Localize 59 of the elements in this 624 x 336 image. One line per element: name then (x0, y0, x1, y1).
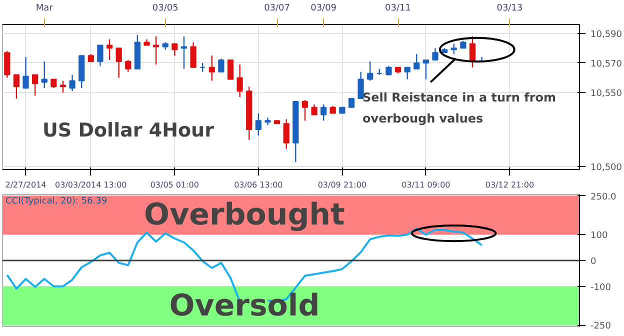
candlestick (116, 48, 122, 78)
y-tick-label: 10,550 (590, 89, 622, 100)
candlestick (208, 54, 215, 82)
y-tick-label: 250.0 (590, 192, 617, 202)
candlestick (422, 59, 430, 80)
y-tick-label: -100 (590, 282, 612, 293)
candlestick (302, 99, 308, 122)
candlestick (69, 74, 76, 92)
annotation: US Dollar 4Hour (42, 120, 215, 142)
text: 03/07 (264, 4, 290, 14)
candlestick (180, 36, 188, 70)
text: 03/13 (496, 4, 523, 14)
candlestick (320, 104, 327, 122)
annotation: CCI(Typical, 20): 56.39 (6, 196, 108, 206)
candlestick (125, 59, 132, 72)
text: 03/11 (385, 4, 411, 14)
candlestick (283, 118, 290, 150)
candlestick (311, 104, 318, 116)
y-tick-label: 0 (590, 257, 596, 267)
candlestick (450, 43, 457, 55)
candlestick (367, 60, 374, 82)
candlestick (60, 80, 66, 94)
candlestick (152, 36, 160, 66)
candlestick (255, 112, 262, 136)
candlestick (414, 53, 420, 70)
band-label: Oversold (169, 288, 320, 324)
x-tick-label: 2/27/2014 (5, 180, 46, 190)
candlestick (41, 60, 48, 89)
x-tick-label: 03/03/2014 13:00 (55, 180, 127, 190)
y-tick-label: 10,570 (590, 59, 622, 70)
candlestick (22, 56, 29, 89)
candlestick (172, 43, 178, 56)
candlestick (190, 42, 196, 68)
band-label: Overbought (144, 198, 345, 233)
candlestick (227, 60, 234, 80)
candlestick (358, 71, 364, 100)
y-tick-label: 100 (590, 231, 608, 242)
text: Mar (36, 4, 54, 14)
candlestick (432, 48, 438, 61)
x-tick-label: 03/09 21:00 (318, 180, 367, 190)
x-tick-label: 03/12 21:00 (485, 180, 534, 190)
y-tick-label: 10,500 (590, 163, 622, 174)
text: 03/05 (152, 4, 178, 14)
candlestick (469, 36, 476, 68)
y-tick-label: 10,590 (590, 30, 622, 40)
x-tick-label: 03/05 01:00 (150, 180, 199, 190)
annotation: Sell Reistance in a turn from overbough values (362, 90, 556, 126)
x-tick-label: 03/11 09:00 (402, 180, 450, 190)
y-tick-label: -250 (590, 322, 612, 332)
text: 03/09 (310, 4, 337, 14)
candlestick (218, 58, 224, 72)
candlestick (236, 64, 243, 98)
candlestick (4, 50, 10, 78)
candlestick (32, 74, 38, 96)
candlestick (13, 74, 20, 100)
candlestick (97, 44, 104, 67)
x-tick-label: 03/06 13:00 (234, 180, 283, 190)
candlestick (106, 38, 113, 61)
candlestick (404, 66, 410, 80)
